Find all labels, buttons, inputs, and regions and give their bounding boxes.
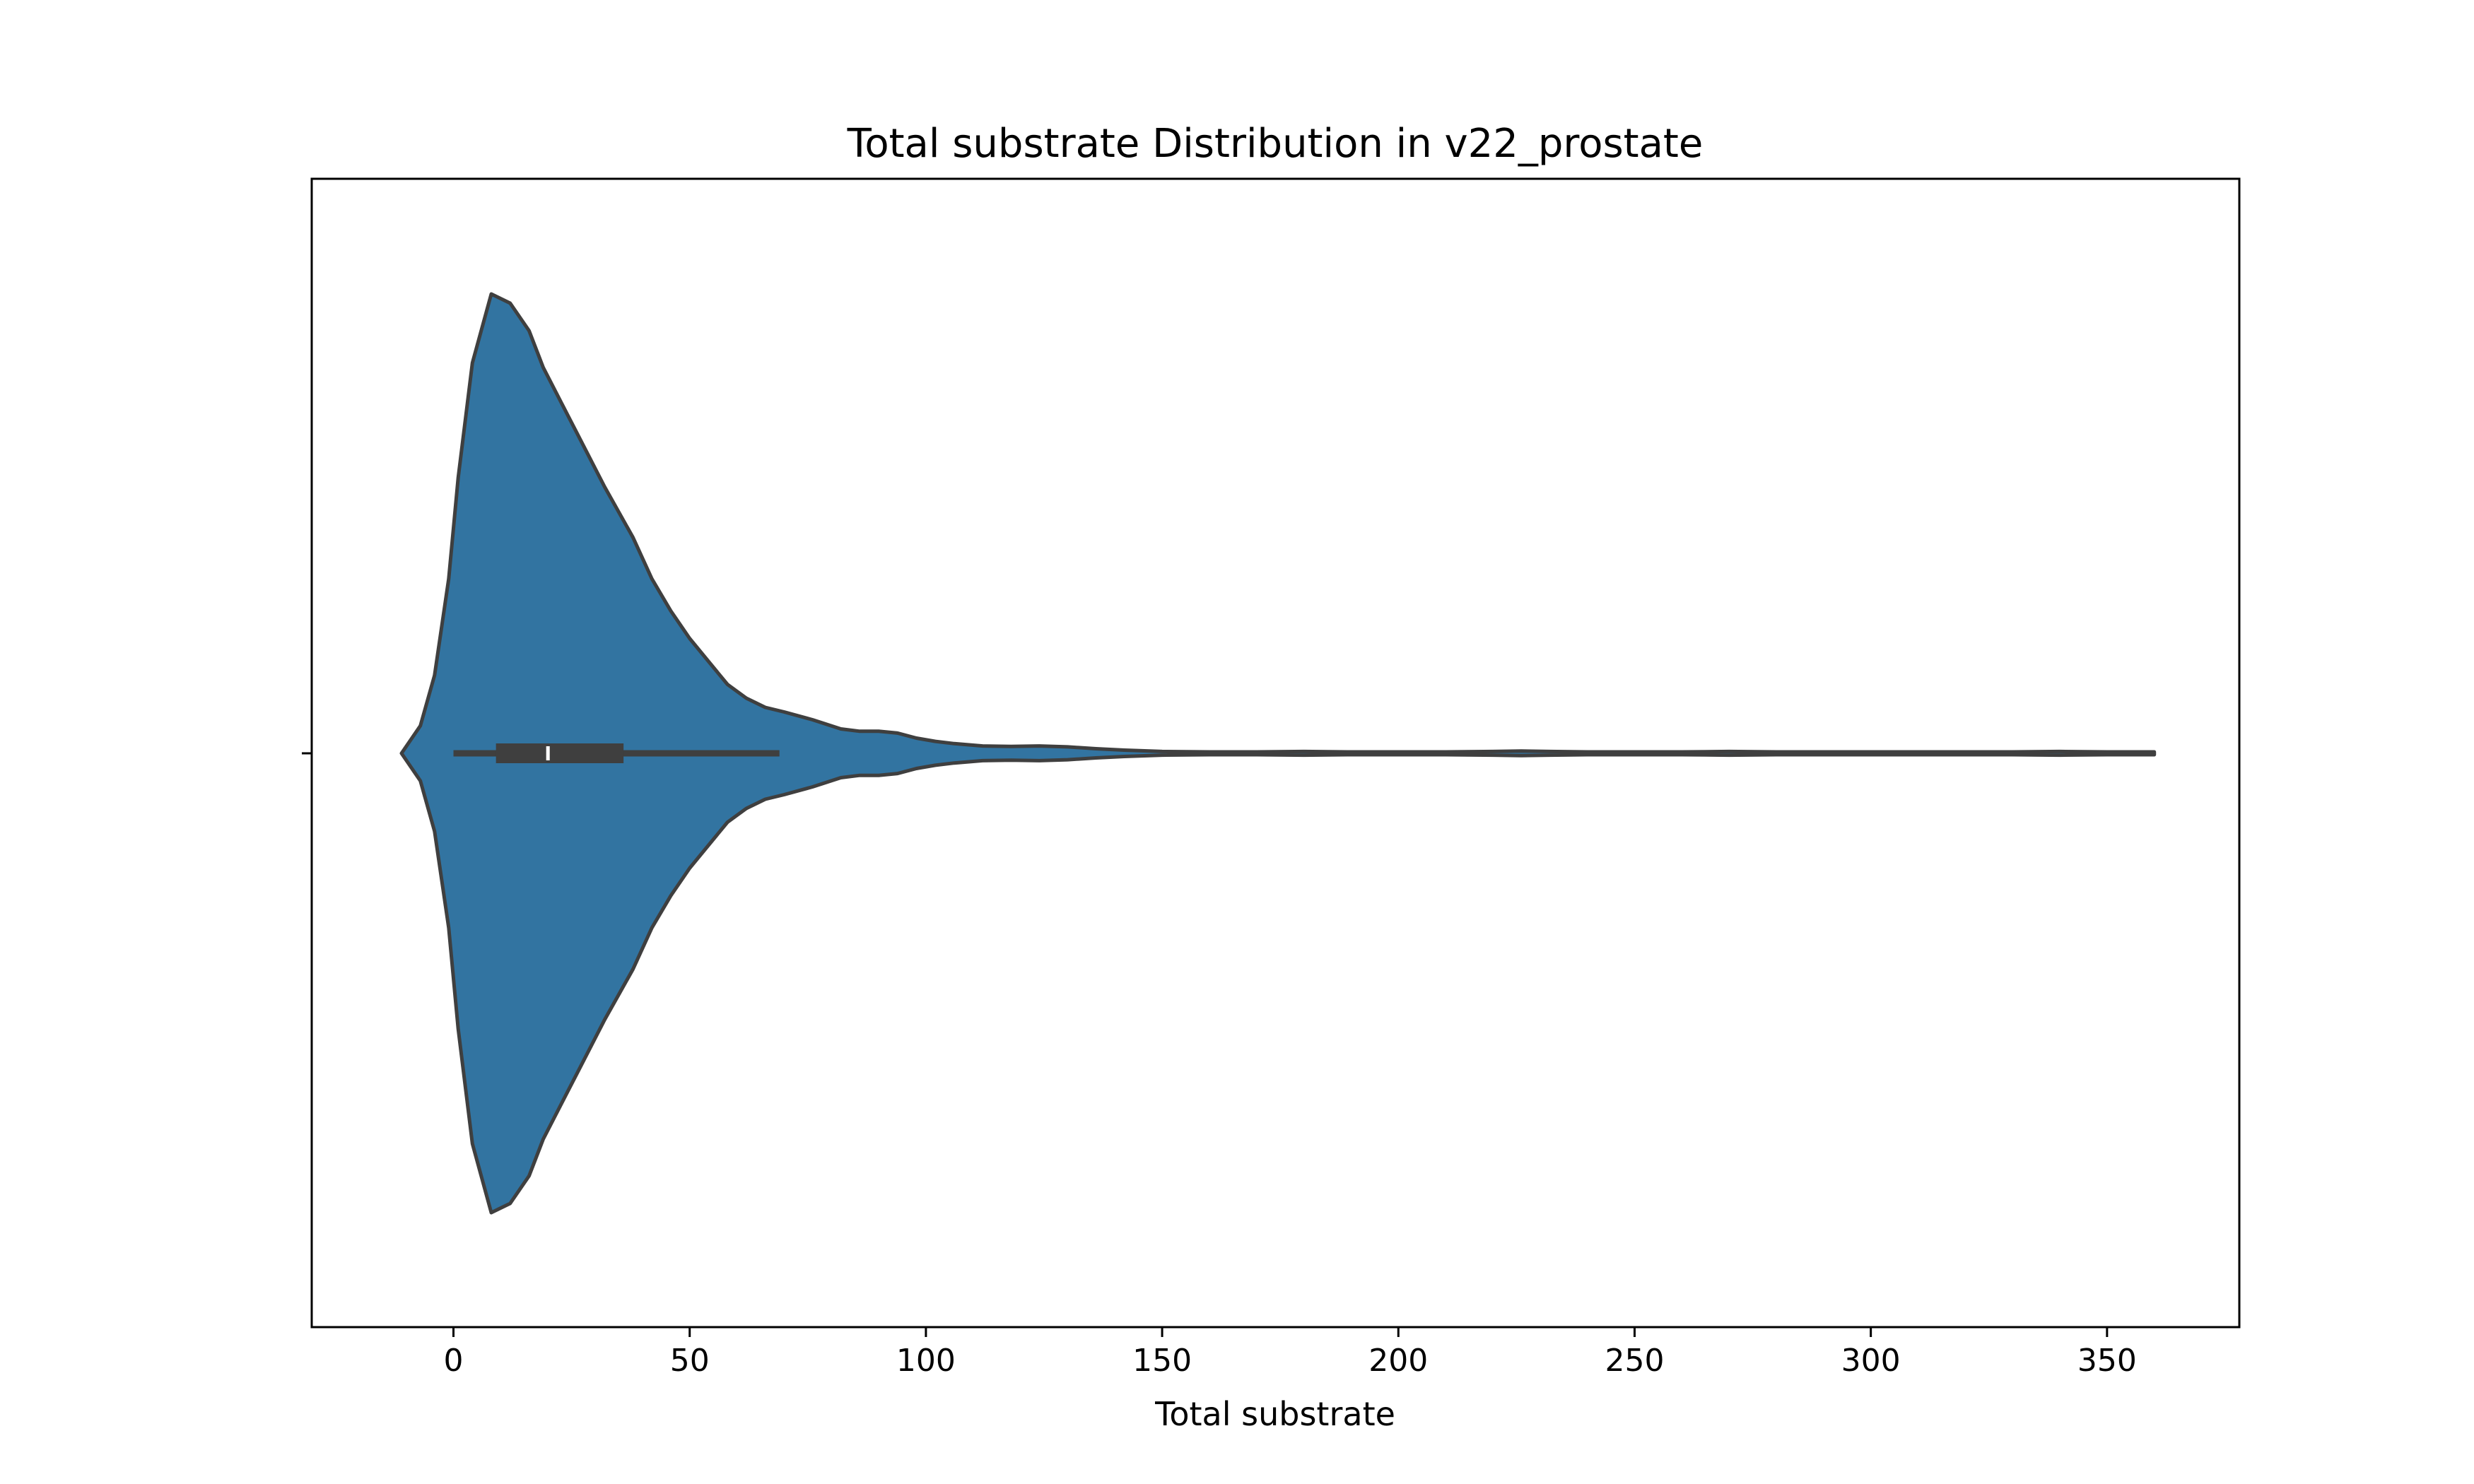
x-axis: 0 50 100 150 200 250 300 350 — [444, 1327, 2137, 1379]
x-tick-label: 200 — [1368, 1343, 1428, 1379]
x-tick-label: 100 — [896, 1343, 956, 1379]
box-iqr — [496, 743, 624, 763]
x-tick-label: 50 — [670, 1343, 710, 1379]
x-axis-label: Total substrate — [1154, 1395, 1395, 1433]
violin-layer — [399, 292, 2157, 1215]
box-layer — [453, 743, 780, 763]
x-tick-label: 150 — [1132, 1343, 1192, 1379]
x-tick-label: 350 — [2077, 1343, 2137, 1379]
violin-body — [399, 292, 2157, 1215]
x-tick-label: 0 — [444, 1343, 464, 1379]
x-tick-label: 300 — [1841, 1343, 1901, 1379]
chart-title: Total substrate Distribution in v22_pros… — [847, 121, 1704, 167]
x-tick-label: 250 — [1605, 1343, 1664, 1379]
